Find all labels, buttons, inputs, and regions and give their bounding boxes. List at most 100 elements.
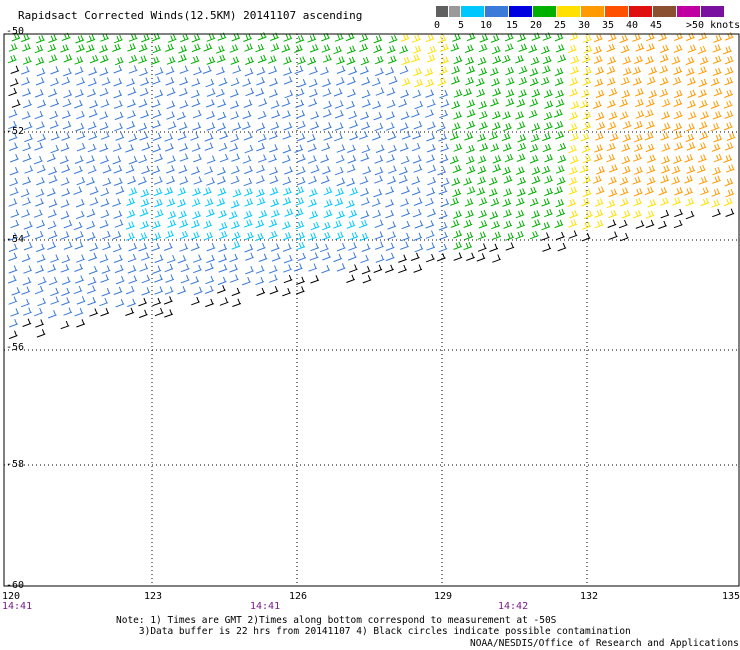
wind-barb — [34, 44, 44, 54]
legend-swatch — [533, 6, 557, 17]
wind-barb — [466, 165, 476, 174]
wind-barb — [595, 132, 604, 141]
wind-barb — [190, 132, 199, 141]
wind-barb — [570, 66, 579, 75]
wind-barb — [87, 121, 97, 130]
wind-barb — [478, 43, 488, 53]
wind-barb — [176, 111, 186, 121]
wind-barb — [710, 122, 720, 132]
wind-barb — [50, 98, 60, 108]
wind-barb — [297, 120, 306, 130]
wind-barb — [621, 89, 631, 99]
wind-barb — [346, 274, 355, 283]
wind-barb — [569, 155, 579, 164]
wind-barb — [517, 134, 527, 143]
wind-barb — [698, 99, 708, 109]
wind-barb — [674, 208, 683, 218]
wind-barb — [492, 164, 502, 173]
wind-barb — [412, 155, 422, 164]
wind-barb — [492, 55, 502, 65]
wind-barb — [438, 186, 448, 195]
wind-barb — [296, 133, 306, 142]
wind-barb — [634, 143, 643, 152]
wind-barb — [47, 220, 57, 230]
wind-barb — [660, 209, 670, 219]
wind-barb — [594, 209, 604, 218]
wind-barb — [400, 198, 409, 207]
wind-barb — [22, 153, 32, 162]
wind-barb — [661, 111, 671, 120]
wind-barb — [297, 79, 307, 88]
wind-barb — [270, 243, 280, 252]
wind-barb — [724, 142, 734, 151]
wind-barb — [672, 197, 681, 206]
wind-barb — [713, 88, 723, 97]
wind-barb — [464, 231, 474, 241]
wind-barb — [400, 89, 410, 99]
wind-barb — [100, 308, 110, 317]
wind-barb — [191, 78, 201, 87]
wind-barb — [217, 187, 227, 196]
wind-barb — [21, 209, 31, 218]
wind-barb — [374, 219, 384, 228]
wind-barb — [243, 210, 253, 219]
wind-barb — [322, 109, 332, 118]
wind-barb — [321, 231, 331, 241]
wind-barb — [138, 232, 148, 241]
wind-barb — [373, 44, 383, 54]
wind-barb — [518, 65, 528, 75]
wind-barb — [336, 65, 346, 74]
wind-barb — [361, 144, 371, 154]
wind-barb — [48, 34, 58, 43]
wind-barb — [319, 243, 329, 253]
wind-barb — [413, 197, 423, 206]
wind-barb — [544, 100, 554, 109]
wind-barb — [294, 144, 304, 153]
wind-barb — [37, 276, 47, 286]
wind-barb — [205, 298, 214, 308]
legend-label: 45 — [650, 20, 663, 31]
lat-label: -50 — [6, 26, 25, 37]
wind-barb — [63, 241, 73, 250]
wind-barb — [477, 133, 486, 142]
wind-barb — [387, 221, 397, 230]
wind-barb — [398, 264, 407, 274]
legend-swatch — [509, 6, 533, 17]
wind-barb — [87, 285, 96, 294]
wind-barb — [426, 154, 435, 163]
wind-barb — [529, 144, 539, 153]
wind-barb — [113, 165, 123, 174]
wind-barb — [22, 277, 32, 286]
wind-barb — [323, 186, 333, 196]
wind-barb — [426, 54, 436, 63]
wind-barb — [401, 56, 411, 66]
wind-barb — [243, 99, 253, 108]
wind-barb — [242, 78, 252, 87]
wind-barb — [125, 165, 135, 174]
wind-barb — [179, 176, 189, 185]
wind-barb — [502, 143, 512, 152]
wind-barb — [505, 77, 515, 86]
wind-barb — [140, 220, 149, 230]
wind-barb — [373, 35, 383, 44]
wind-barb — [489, 67, 499, 76]
wind-barb — [165, 274, 175, 283]
wind-barb — [372, 209, 382, 219]
wind-barb — [450, 197, 459, 206]
wind-barb — [152, 120, 161, 129]
wind-barb — [23, 307, 32, 316]
wind-barb — [8, 87, 18, 97]
wind-barb — [385, 242, 395, 251]
wind-barb — [9, 167, 19, 176]
wind-barb — [346, 199, 355, 209]
wind-barb — [215, 45, 225, 54]
wind-barb — [505, 66, 515, 76]
wind-barb — [100, 131, 110, 140]
wind-barb — [529, 230, 539, 240]
wind-barb — [113, 65, 123, 74]
wind-barb — [401, 77, 411, 87]
wind-barb — [24, 165, 34, 174]
wind-barb — [283, 33, 293, 42]
wind-barb — [114, 264, 124, 274]
wind-barb — [20, 298, 30, 308]
